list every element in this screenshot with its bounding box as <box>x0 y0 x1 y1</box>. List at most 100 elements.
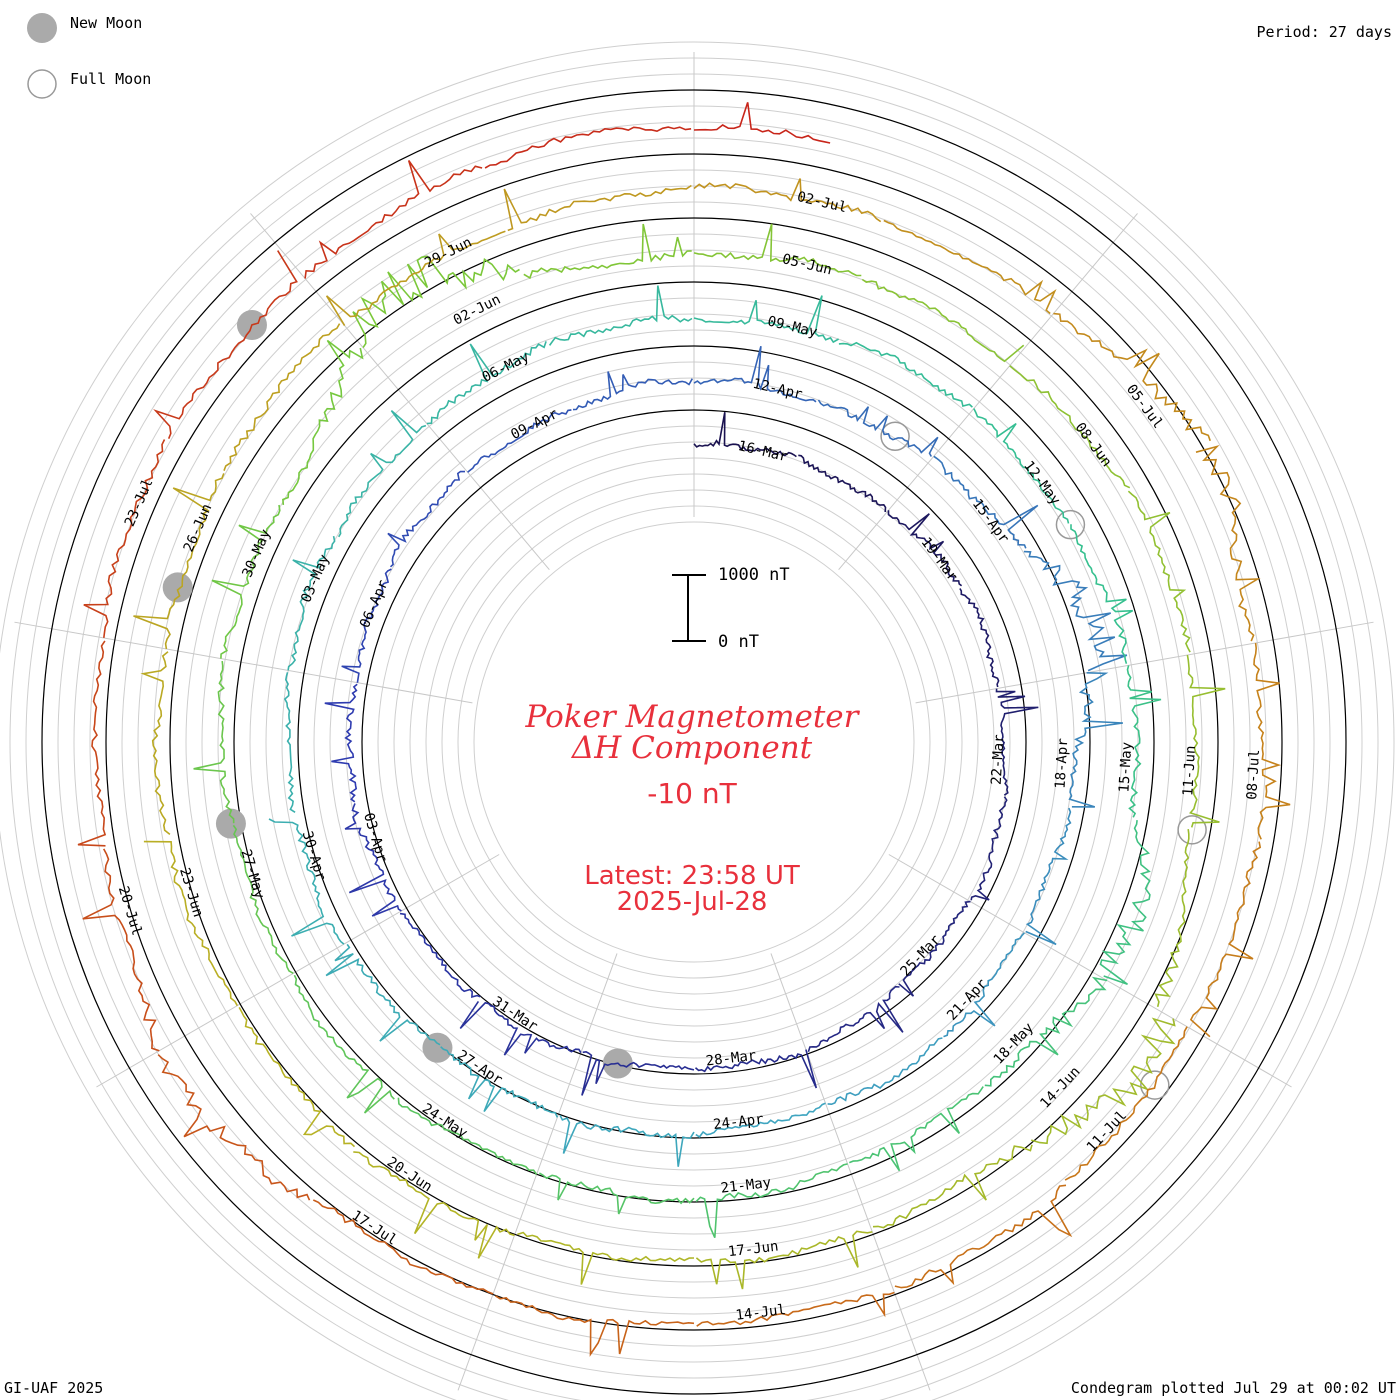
date-label: 18-Apr <box>1053 738 1072 789</box>
trace-segment <box>1189 841 1262 1038</box>
trace-segment <box>1195 444 1261 642</box>
date-label: 30-Apr <box>299 829 329 882</box>
full-moon-marker <box>880 421 910 452</box>
trace-segment <box>1070 524 1134 664</box>
trace-segment <box>83 439 166 639</box>
trace-segment <box>559 1115 695 1167</box>
trace-segment <box>887 510 963 587</box>
rotation-baseline-ring <box>105 153 1283 1331</box>
rotation-baseline-ring <box>297 345 1091 1139</box>
trace-segment <box>283 672 296 813</box>
trace-segment <box>861 278 1025 363</box>
trace-segment <box>503 184 692 232</box>
date-label: 21-May <box>720 1175 772 1197</box>
trace-segment <box>387 470 466 568</box>
date-label: 20-Jul <box>115 884 145 937</box>
date-label: 16-Mar <box>736 438 789 465</box>
trace-segment <box>399 912 481 998</box>
trace-segment <box>538 1172 695 1215</box>
trace-segment <box>572 371 693 411</box>
trace-segment <box>581 1050 695 1096</box>
trace-segment <box>352 255 520 349</box>
date-label: 02-Jun <box>451 292 503 329</box>
date-label: 12-Apr <box>751 376 804 403</box>
trace-segment <box>287 535 336 671</box>
trace-segment <box>341 568 392 683</box>
rotation-baseline-ring <box>41 89 1347 1395</box>
magnetometer-traces <box>77 102 1291 1357</box>
grid-spoke <box>250 213 550 570</box>
trace-segment <box>984 976 1108 1087</box>
trace-segment <box>693 178 882 223</box>
date-label: 30-May <box>239 527 274 580</box>
date-label: 28-Mar <box>705 1048 757 1070</box>
plot-timestamp-footer: Condegram plotted Jul 29 at 00:02 UT <box>1070 1379 1396 1397</box>
trace-segment <box>798 454 887 513</box>
date-label: 06-Apr <box>357 578 392 631</box>
date-label: 02-Jul <box>795 189 848 216</box>
new-moon-marker <box>215 808 246 839</box>
trace-segment <box>1126 665 1162 818</box>
date-label: 03-Apr <box>360 811 390 864</box>
date-label: 09-May <box>766 314 819 341</box>
trace-segment <box>693 295 840 344</box>
grid-spoke <box>915 621 1374 704</box>
trace-segment <box>304 160 483 279</box>
date-label: 08-Jul <box>1244 749 1263 800</box>
trace-segment <box>517 1231 695 1285</box>
grid-spoke <box>96 854 500 1088</box>
date-label: 17-Jun <box>727 1238 779 1260</box>
trace-segment <box>693 102 831 144</box>
scale-bar-top-label: 1000 nT <box>718 565 790 585</box>
date-label: 22-Mar <box>989 734 1008 785</box>
date-label: 27-May <box>237 848 267 901</box>
date-label: 11-Jun <box>1180 745 1199 796</box>
trace-segment <box>140 651 171 836</box>
trace-segment <box>459 1000 582 1056</box>
trace-segment <box>268 818 345 945</box>
trace-segment <box>817 399 939 457</box>
trace-segment <box>77 640 107 847</box>
trace-segment <box>238 1007 356 1148</box>
trace-segment <box>397 1097 538 1175</box>
trace-segment <box>849 1086 984 1172</box>
trace-segment <box>82 848 160 1052</box>
date-label: 24-Apr <box>712 1111 764 1133</box>
trace-segment <box>211 504 281 659</box>
new-moon-legend-icon <box>27 13 57 43</box>
full-moon-marker <box>1140 1070 1170 1100</box>
scale-bar: 1000 nT 0 nT <box>672 565 790 652</box>
rotation-baseline-ring <box>169 217 1219 1267</box>
chart-subtitle: ΔH Component <box>571 730 813 766</box>
date-label: 14-Jul <box>735 1302 787 1324</box>
baseline-value: -10 nT <box>647 777 737 810</box>
trace-segment <box>807 985 904 1053</box>
trace-segment <box>426 341 547 425</box>
new-moon-legend-label: New Moon <box>70 14 143 32</box>
date-label: 15-May <box>1116 742 1135 793</box>
trace-segment <box>282 339 364 505</box>
full-moon-marker <box>1177 815 1207 845</box>
trace-segment <box>693 223 862 277</box>
date-label: 29-Jun <box>422 234 474 271</box>
trace-segment <box>1009 365 1131 489</box>
grid-ring <box>0 41 1395 1400</box>
trace-segment <box>338 409 427 538</box>
trace-segment <box>1186 654 1226 828</box>
trace-segment <box>693 412 797 458</box>
trace-segment <box>995 688 1039 796</box>
trace-segment <box>223 323 341 471</box>
trace-segment <box>157 1054 311 1201</box>
trace-segment <box>523 223 692 280</box>
scale-bar-bottom-label: 0 nT <box>718 632 759 652</box>
period-label: Period: 27 days <box>1256 23 1392 41</box>
trace-segment <box>484 126 692 169</box>
trace-segment <box>325 230 506 327</box>
trace-segment <box>943 932 1025 1038</box>
trace-segment <box>695 1163 848 1239</box>
trace-segment <box>193 661 235 824</box>
latest-date: 2025-Jul-28 <box>617 887 768 917</box>
latest-time: Latest: 23:58 UT <box>584 861 800 891</box>
moon-markers <box>162 309 1207 1100</box>
